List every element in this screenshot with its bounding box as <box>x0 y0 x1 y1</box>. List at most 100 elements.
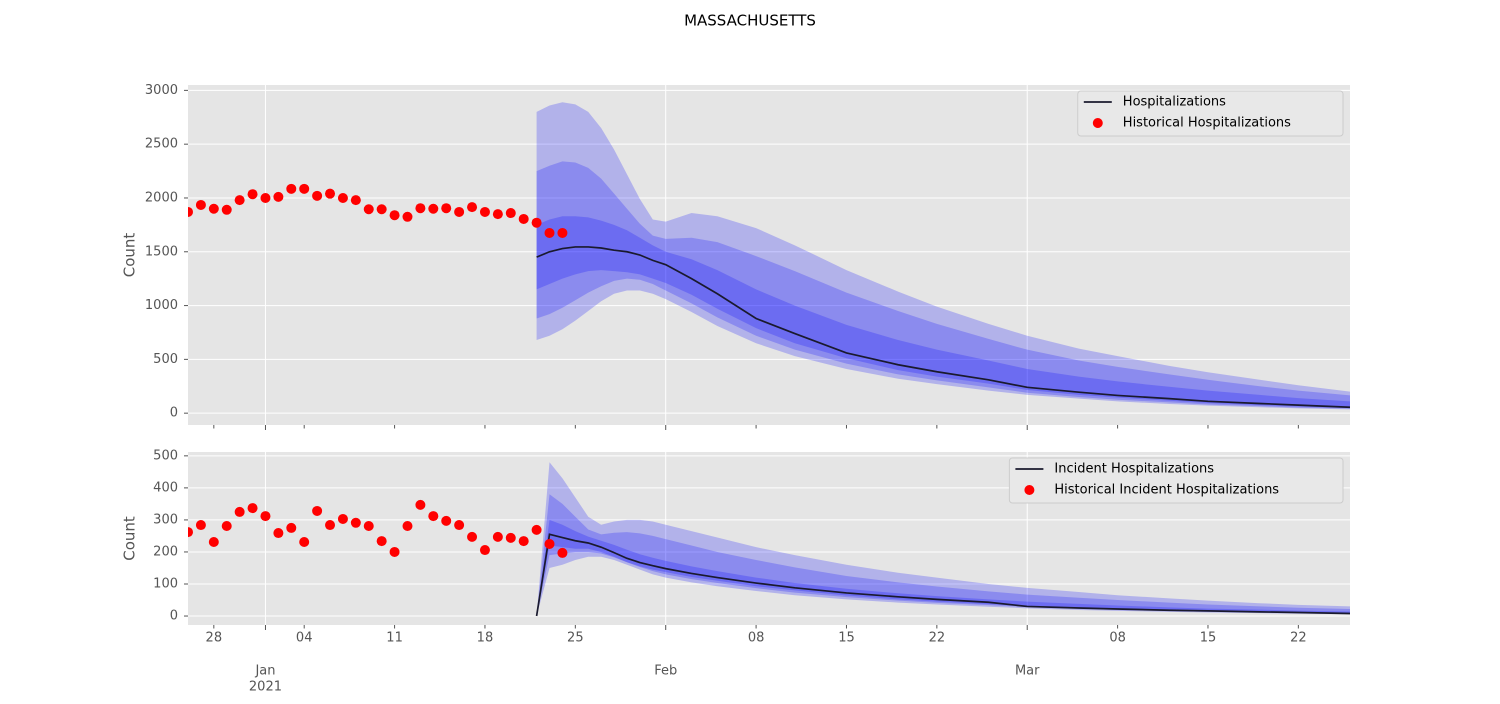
point <box>415 203 426 214</box>
point <box>299 537 310 548</box>
x-tick-label: Mar <box>1015 664 1040 679</box>
point <box>337 513 348 524</box>
point <box>389 210 400 221</box>
point <box>312 190 323 201</box>
y-tick-label: 500 <box>153 352 178 367</box>
legend-bg <box>1078 91 1343 136</box>
y-axis-label: Count <box>121 233 139 278</box>
y-tick-label: 2000 <box>145 190 178 205</box>
point <box>260 192 271 203</box>
x-tick-label: Feb <box>654 664 677 679</box>
point <box>234 195 245 206</box>
point <box>531 524 542 535</box>
x-tick-label: 22 <box>929 631 946 646</box>
y-axis-label: Count <box>121 516 139 561</box>
point <box>505 208 516 219</box>
point <box>221 521 232 532</box>
series-group <box>188 462 1350 617</box>
y-tick-label: 500 <box>153 448 178 463</box>
point <box>234 506 245 517</box>
legend-label: Historical Incident Hospitalizations <box>1054 483 1279 498</box>
band <box>536 462 1350 617</box>
point <box>415 499 426 510</box>
point <box>467 531 478 542</box>
x-tick-label: 15 <box>1200 631 1217 646</box>
point <box>479 545 490 556</box>
point <box>402 521 413 532</box>
point <box>273 528 284 539</box>
x-tick-label: 22 <box>1290 631 1307 646</box>
line <box>536 246 1350 409</box>
chart-title: MASSACHUSETTS <box>684 12 816 30</box>
point <box>208 203 219 214</box>
point <box>544 227 555 238</box>
point <box>188 206 193 217</box>
band <box>536 519 1350 617</box>
point <box>492 531 503 542</box>
point <box>299 183 310 194</box>
y-tick-label: 0 <box>170 609 178 624</box>
x-tick-label: 08 <box>1109 631 1126 646</box>
y-tick-label: 1000 <box>145 298 178 313</box>
point <box>350 517 361 528</box>
point <box>479 206 490 217</box>
point <box>260 511 271 522</box>
y-tick-label: 0 <box>170 406 178 421</box>
point <box>376 204 387 215</box>
point <box>557 227 568 238</box>
point <box>195 199 206 210</box>
point <box>441 515 452 526</box>
legend-label: Hospitalizations <box>1123 95 1226 110</box>
legend-marker <box>1024 485 1035 495</box>
y-tick-label: 300 <box>153 512 178 527</box>
point <box>312 505 323 516</box>
point <box>363 521 374 532</box>
x-tick-label: 04 <box>296 631 313 646</box>
point <box>402 211 413 222</box>
point <box>389 546 400 557</box>
point <box>350 195 361 206</box>
band <box>536 161 1350 409</box>
point <box>286 183 297 194</box>
y-tick-label: 200 <box>153 544 178 559</box>
point <box>208 537 219 548</box>
point <box>195 520 206 531</box>
point <box>531 217 542 228</box>
y-tick-label: 2500 <box>145 137 178 152</box>
legend-marker <box>1092 118 1103 128</box>
x-tick-label: 18 <box>477 631 494 646</box>
x-tick-label: 11 <box>386 631 403 646</box>
point <box>518 213 529 224</box>
legend-label: Incident Hospitalizations <box>1054 462 1214 477</box>
x-tick-label: 08 <box>748 631 765 646</box>
x-tick-label: Jan <box>254 664 275 679</box>
point <box>454 520 465 531</box>
point <box>337 192 348 203</box>
y-tick-label: 100 <box>153 576 178 591</box>
point <box>428 511 439 522</box>
series-group <box>188 102 1350 410</box>
point <box>467 202 478 213</box>
band <box>536 494 1350 617</box>
point <box>376 536 387 547</box>
point <box>492 209 503 220</box>
band <box>536 216 1350 408</box>
point <box>363 204 374 215</box>
x-tick-label: 2021 <box>249 680 282 695</box>
band <box>536 102 1350 410</box>
point <box>454 206 465 217</box>
point <box>505 532 516 543</box>
point <box>441 203 452 214</box>
point <box>557 547 568 558</box>
x-tick-label: 15 <box>838 631 855 646</box>
line <box>535 533 1350 617</box>
y-tick-label: 3000 <box>145 83 178 98</box>
point <box>188 527 193 538</box>
point <box>221 204 232 215</box>
point <box>518 536 529 547</box>
point <box>428 203 439 214</box>
legend-bg <box>1009 458 1343 503</box>
plot-area <box>188 85 1350 425</box>
point <box>325 188 336 199</box>
